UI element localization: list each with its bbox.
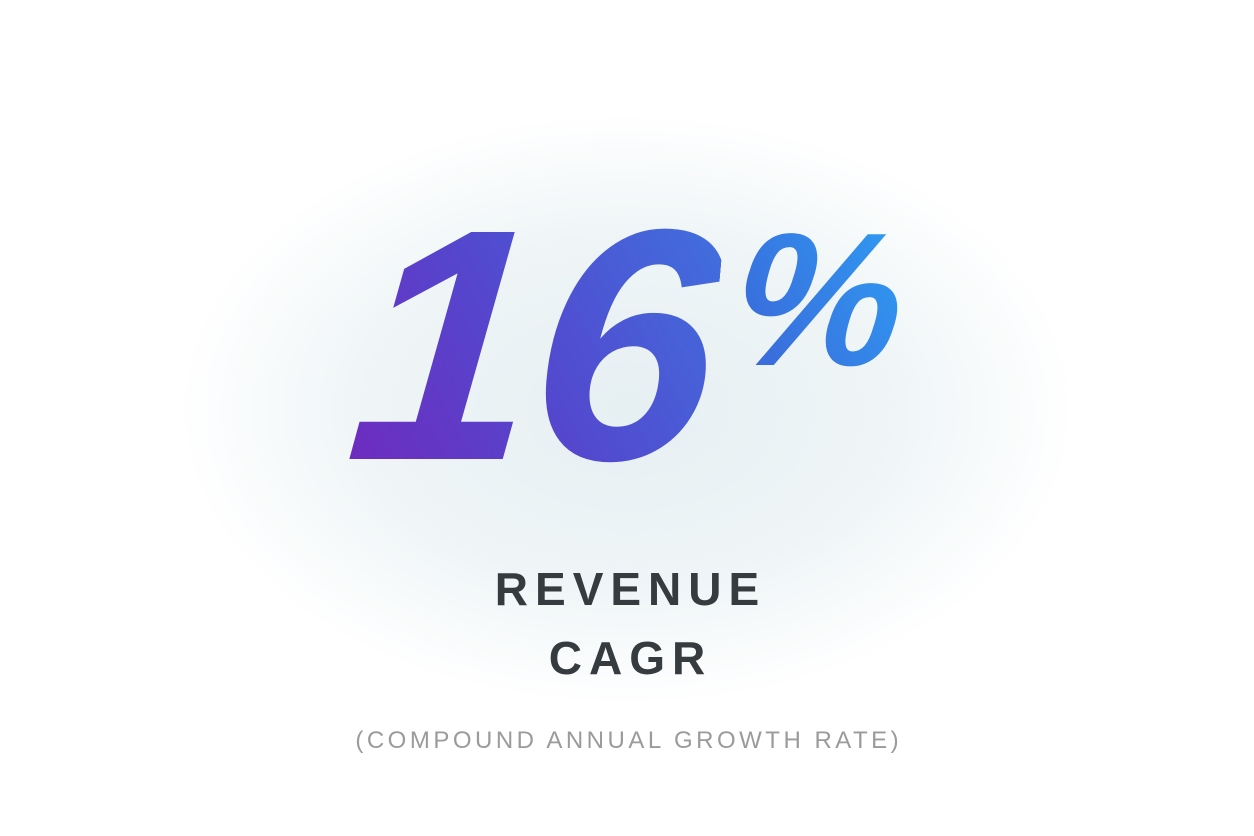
kpi-label-line2: CAGR bbox=[548, 632, 713, 684]
kpi-sublabel: (COMPOUND ANNUAL GROWTH RATE) bbox=[355, 727, 903, 754]
kpi-unit-percent: % bbox=[725, 194, 913, 406]
kpi-value-row: 16 % bbox=[338, 160, 914, 529]
kpi-value: 16 bbox=[338, 160, 731, 529]
kpi-label-line1: REVENUE bbox=[494, 563, 767, 615]
